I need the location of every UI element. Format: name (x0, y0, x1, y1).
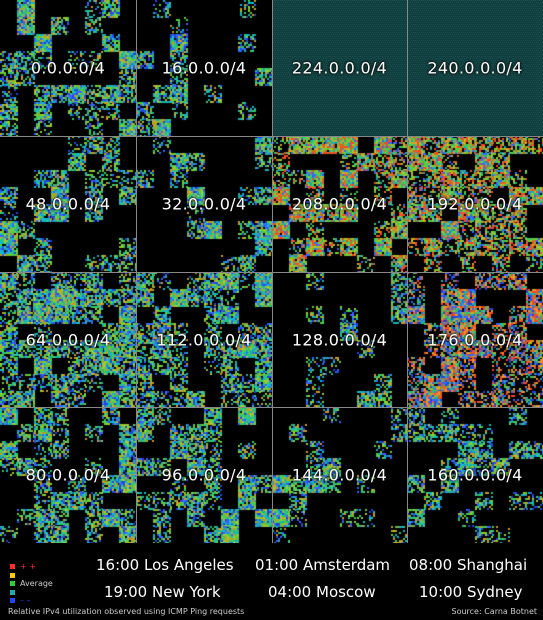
ipv4-block: 192.0.0.0/4 (407, 136, 543, 272)
grid-line-vertical (272, 0, 273, 543)
legend-item (10, 572, 53, 578)
legend-label: – – (20, 596, 31, 605)
ipv4-block: 96.0.0.0/4 (136, 407, 272, 543)
grid-line-horizontal (0, 272, 543, 273)
ipv4-block: 144.0.0.0/4 (272, 407, 407, 543)
ipv4-block: 224.0.0.0/4 (272, 0, 407, 136)
timezone-sydney: 10:00 Sydney (419, 583, 523, 601)
timezone-shanghai: 08:00 Shanghai (409, 556, 528, 574)
legend-label: + + (20, 562, 36, 571)
legend-swatch (10, 564, 15, 569)
grid-line-vertical (136, 0, 137, 543)
ipv4-block: 0.0.0.0/4 (0, 0, 136, 136)
legend-item: – – (10, 595, 53, 606)
grid-line-vertical (407, 0, 408, 543)
legend-swatch (10, 581, 15, 586)
ipv4-block: 128.0.0.0/4 (272, 272, 407, 407)
legend-item: Average (10, 578, 53, 589)
grid-line-horizontal (0, 407, 543, 408)
grid-line-horizontal (0, 136, 543, 137)
ipv4-block: 32.0.0.0/4 (136, 136, 272, 272)
legend-swatch (10, 589, 15, 595)
ipv4-block: 64.0.0.0/4 (0, 272, 136, 407)
timezone-new-york: 19:00 New York (104, 583, 221, 601)
legend: + + Average – – (10, 561, 53, 606)
ipv4-block: 80.0.0.0/4 (0, 407, 136, 543)
footer: + + Average – – 16:00 Los Angeles 01:00 … (0, 543, 543, 620)
legend-label: Average (20, 579, 53, 588)
ipv4-block: 176.0.0.0/4 (407, 272, 543, 407)
legend-item: + + (10, 561, 53, 572)
ipv4-block: 240.0.0.0/4 (407, 0, 543, 136)
ipv4-block: 112.0.0.0/4 (136, 272, 272, 407)
legend-swatch (10, 598, 15, 603)
ipv4-block: 160.0.0.0/4 (407, 407, 543, 543)
timezone-moscow: 04:00 Moscow (268, 583, 376, 601)
legend-item (10, 589, 53, 595)
ipv4-block: 48.0.0.0/4 (0, 136, 136, 272)
source-credit: Source: Carna Botnet (451, 607, 537, 616)
legend-swatch (10, 572, 15, 578)
ipv4-utilization-map: 0.0.0.0/4 16.0.0.0/4 224.0.0.0/4 240.0.0… (0, 0, 543, 543)
ipv4-block: 16.0.0.0/4 (136, 0, 272, 136)
timezone-amsterdam: 01:00 Amsterdam (255, 556, 391, 574)
caption: Relative IPv4 utilization observed using… (8, 607, 245, 616)
ipv4-block: 208.0.0.0/4 (272, 136, 407, 272)
timezone-los-angeles: 16:00 Los Angeles (96, 556, 234, 574)
